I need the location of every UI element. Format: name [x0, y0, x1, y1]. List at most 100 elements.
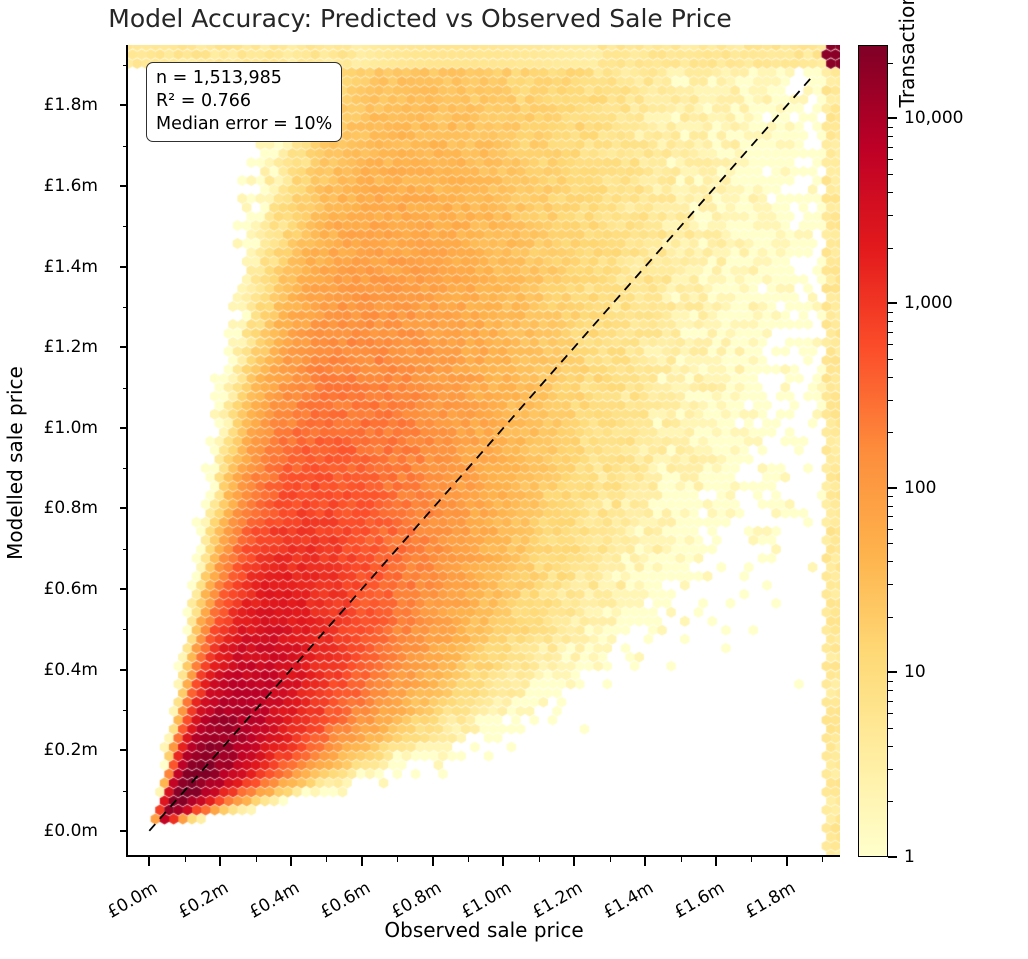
x-axis-spine	[126, 855, 840, 857]
y-axis-tick-labels: £0.0m £0.2m £0.4m £0.6m £0.8m £1.0m £1.2m £1.4m…	[0, 0, 122, 959]
x-axis-label: Observed sale price	[384, 918, 584, 942]
statistics-annotation-box: n = 1,513,985 R² = 0.766 Median error = …	[146, 62, 343, 143]
x-tick-minor	[397, 857, 399, 862]
colorbar-tick-minor	[888, 528, 893, 530]
colorbar-tick-minor	[888, 126, 893, 128]
y-tick-label: £1.0m	[43, 417, 98, 438]
colorbar-tick-minor	[888, 432, 893, 434]
y-tick-major	[120, 749, 128, 752]
y-axis-ticks	[110, 0, 128, 959]
colorbar-tick-minor	[888, 215, 893, 216]
y-tick-major	[120, 185, 128, 188]
y-tick-major	[120, 668, 128, 671]
y-tick-label: £1.8m	[43, 95, 98, 116]
colorbar-tick-minor	[888, 561, 893, 563]
colorbar-tick-minor	[888, 321, 893, 322]
y-tick-minor	[123, 65, 128, 67]
colorbar-tick-minor	[888, 584, 893, 586]
x-tick-major	[219, 857, 222, 866]
y-tick-minor	[123, 226, 128, 228]
y-tick-minor	[123, 145, 128, 147]
colorbar: Transactions 1 10 100 1,000 10,000	[858, 0, 1028, 867]
y-tick-minor	[123, 790, 128, 792]
colorbar-tick-minor	[888, 745, 893, 747]
colorbar-tick-label: 1	[904, 847, 915, 867]
x-tick-minor	[468, 857, 470, 862]
colorbar-tick-major	[888, 117, 897, 120]
plot-area	[128, 45, 840, 855]
x-tick-major	[289, 857, 292, 866]
y-tick-label: £1.2m	[43, 337, 98, 358]
page-title: Model Accuracy: Predicted vs Observed Sa…	[108, 4, 732, 33]
y-tick-major	[120, 346, 128, 349]
colorbar-tick-minor	[888, 136, 893, 138]
x-tick-major	[785, 857, 788, 866]
x-tick-major	[644, 857, 647, 866]
stat-r-squared: R² = 0.766	[156, 90, 252, 111]
colorbar-tick-label: 1,000	[904, 293, 953, 314]
y-tick-minor	[123, 306, 128, 308]
colorbar-tick-minor	[888, 311, 893, 313]
colorbar-tick-minor	[888, 516, 893, 518]
y-tick-major	[120, 104, 128, 107]
x-tick-major	[573, 857, 576, 866]
x-tick-major	[431, 857, 434, 866]
colorbar-ticks	[888, 45, 902, 858]
x-tick-minor	[184, 857, 186, 862]
y-tick-minor	[123, 709, 128, 711]
x-tick-minor	[680, 857, 682, 862]
colorbar-tick-minor	[888, 159, 893, 161]
y-tick-major	[120, 426, 128, 429]
colorbar-tick-minor	[888, 690, 893, 692]
y-tick-minor	[123, 548, 128, 550]
x-tick-major	[360, 857, 363, 866]
y-tick-label: £1.4m	[43, 256, 98, 277]
y-tick-label: £0.6m	[43, 579, 98, 600]
y-tick-major	[120, 265, 128, 268]
colorbar-tick-minor	[888, 191, 893, 193]
colorbar-tick-major	[888, 302, 897, 305]
y-tick-major	[120, 829, 128, 832]
colorbar-tick-minor	[888, 768, 893, 770]
stat-median-error: Median error = 10%	[156, 113, 333, 134]
colorbar-tick-label: 100	[904, 477, 937, 498]
colorbar-tick-minor	[888, 616, 893, 618]
colorbar-tick-major	[888, 856, 897, 858]
colorbar-tick-minor	[888, 543, 893, 545]
colorbar-tick-minor	[888, 331, 893, 333]
colorbar-tick-minor	[888, 376, 893, 378]
identity-reference-line	[148, 76, 813, 832]
y-tick-label: £0.2m	[43, 740, 98, 761]
colorbar-tick-minor	[888, 358, 893, 360]
colorbar-gradient	[858, 45, 888, 857]
x-tick-minor	[751, 857, 753, 862]
colorbar-tick-minor	[888, 701, 893, 702]
x-axis-ticks	[0, 857, 1028, 877]
colorbar-tick-minor	[888, 713, 893, 715]
colorbar-tick-minor	[888, 496, 893, 498]
colorbar-tick-minor	[888, 174, 893, 176]
stat-sample-size: n = 1,513,985	[156, 68, 282, 88]
colorbar-tick-minor	[888, 680, 893, 682]
x-tick-minor	[609, 857, 611, 862]
y-tick-label: £0.0m	[43, 820, 98, 841]
y-tick-label: £1.6m	[43, 176, 98, 197]
colorbar-tick-minor	[888, 147, 893, 149]
colorbar-tick-major	[888, 671, 897, 674]
colorbar-tick-label: 10	[904, 662, 926, 683]
colorbar-tick-minor	[888, 399, 893, 401]
colorbar-tick-minor	[888, 801, 893, 803]
x-tick-minor	[822, 857, 824, 862]
y-tick-minor	[123, 629, 128, 631]
y-tick-label: £0.8m	[43, 498, 98, 519]
colorbar-tick-minor	[888, 247, 893, 249]
colorbar-tick-label: 10,000	[904, 108, 964, 129]
colorbar-tick-major	[888, 486, 897, 489]
y-tick-major	[120, 507, 128, 510]
y-tick-minor	[123, 387, 128, 389]
colorbar-tick-minor	[888, 727, 893, 729]
x-tick-minor	[326, 857, 328, 862]
colorbar-tick-minor	[888, 344, 893, 346]
x-tick-major	[148, 857, 151, 866]
